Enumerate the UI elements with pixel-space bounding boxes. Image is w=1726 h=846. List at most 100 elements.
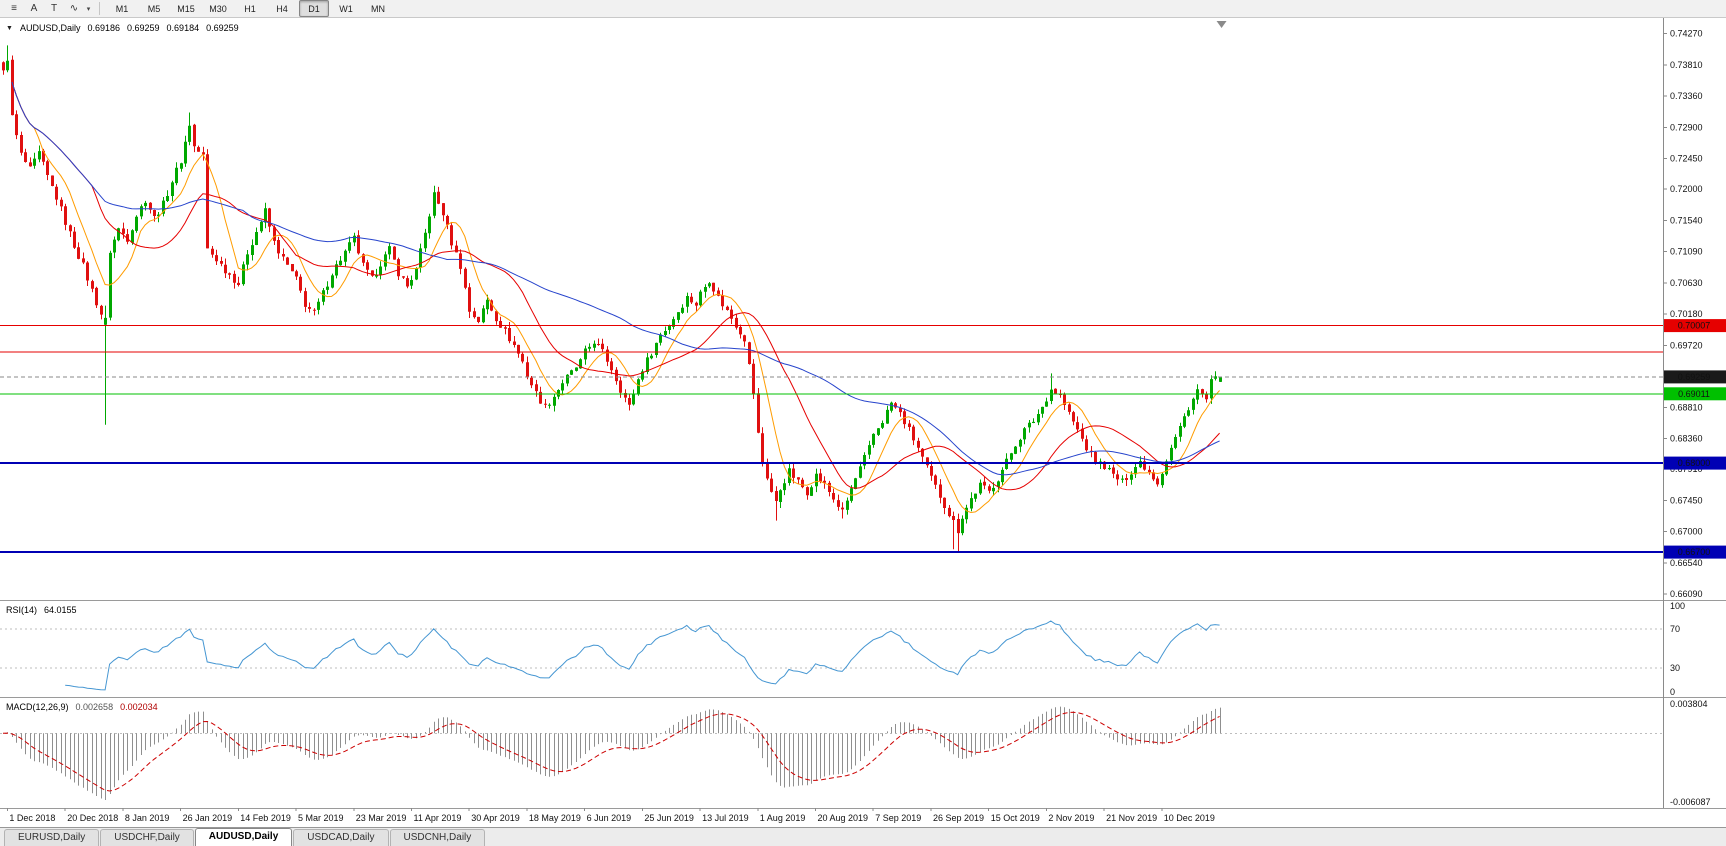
- date-label: 26 Sep 2019: [933, 813, 984, 823]
- ma-mid-line: [11, 81, 1220, 491]
- macd-axis-labels: 0.003804 -0.006087: [1670, 699, 1711, 807]
- date-label: 15 Oct 2019: [991, 813, 1040, 823]
- timeframe-d1[interactable]: D1: [299, 0, 329, 17]
- rsi-axis-label: 0: [1670, 687, 1675, 697]
- chart-title: ▼ AUDUSD,Daily 0.69186 0.69259 0.69184 0…: [6, 23, 239, 33]
- rsi-axis-label: 70: [1670, 624, 1680, 634]
- macd-main-value: 0.002658: [75, 702, 114, 712]
- date-label: 7 Sep 2019: [875, 813, 921, 823]
- price-axis-label: 0.71090: [1670, 247, 1703, 257]
- support-line-blue-1-tag-bg: [1664, 456, 1726, 470]
- date-label: 20 Aug 2019: [818, 813, 869, 823]
- tab-usdchf-daily[interactable]: USDCHF,Daily: [100, 829, 194, 846]
- price-axis-label: 0.72450: [1670, 153, 1703, 163]
- date-label: 21 Nov 2019: [1106, 813, 1157, 823]
- support-line-blue-2-tag-text: 0.66700: [1678, 547, 1711, 557]
- price-axis-label: 0.69720: [1670, 340, 1703, 350]
- support-line-green-tag-bg: [1664, 387, 1726, 401]
- tools-dropdown-chevron[interactable]: ▾: [86, 5, 91, 13]
- resistance-line-upper-tag: 0.70007: [1664, 319, 1726, 333]
- timeframe-w1[interactable]: W1: [339, 3, 353, 14]
- bid-price-tag-bg: [1664, 370, 1726, 384]
- bid-price-tag: 0.69259: [1664, 370, 1726, 384]
- timeframe-mn[interactable]: MN: [371, 3, 385, 14]
- rsi-header: RSI(14) 64.0155: [6, 605, 77, 615]
- support-line-green-tag: 0.69011: [1664, 387, 1726, 401]
- date-label: 20 Dec 2018: [67, 813, 118, 823]
- rsi-axis-labels: 100 70 30 0: [1670, 601, 1685, 697]
- down-candle-bodies: [2, 59, 1208, 534]
- ohlc-open: 0.69186: [87, 23, 120, 33]
- ohlc-close: 0.69259: [206, 23, 239, 33]
- price-axis-label: 0.67450: [1670, 496, 1703, 506]
- chart-window[interactable]: 0.74270 0.73810 0.73360 0.72900 0.72450 0.720…: [0, 18, 1726, 827]
- date-label: 23 Mar 2019: [356, 813, 407, 823]
- rsi-value: 64.0155: [44, 605, 77, 615]
- tab-eurusd-daily[interactable]: EURUSD,Daily: [4, 829, 100, 846]
- toolbar: ≡ A T ∿ ▾ M1 M5 M15 M30 H1 H4 D1 W1 MN: [0, 0, 1726, 18]
- ma-slow-line: [11, 81, 1220, 476]
- date-axis: 1 Dec 2018 20 Dec 2018 8 Jan 2019 26 Jan 20…: [6, 808, 1215, 823]
- text-a-button[interactable]: A: [30, 3, 38, 14]
- macd-signal-value: 0.002034: [120, 702, 158, 712]
- tab-usdcad-daily[interactable]: USDCAD,Daily: [293, 829, 389, 846]
- date-label: 8 Jan 2019: [125, 813, 170, 823]
- price-axis-label: 0.73810: [1670, 60, 1703, 70]
- tab-audusd-daily[interactable]: AUDUSD,Daily: [194, 828, 293, 846]
- chart-tabs: EURUSD,Daily USDCHF,Daily AUDUSD,Daily USDC…: [0, 827, 1726, 846]
- date-label: 2 Nov 2019: [1048, 813, 1094, 823]
- timeframe-m15[interactable]: M15: [177, 3, 195, 14]
- ma-fast-line: [11, 81, 1220, 514]
- date-label: 25 Jun 2019: [644, 813, 694, 823]
- price-axis-labels: 0.74270 0.73810 0.73360 0.72900 0.72450 0.720…: [1663, 29, 1703, 599]
- price-axis-label: 0.67000: [1670, 527, 1703, 537]
- price-axis-label: 0.70180: [1670, 309, 1703, 319]
- date-label: 14 Feb 2019: [240, 813, 291, 823]
- resistance-line-upper-tag-bg: [1664, 319, 1726, 333]
- macd-axis-min: -0.006087: [1670, 797, 1711, 807]
- rsi-axis-label: 100: [1670, 601, 1685, 611]
- rsi-axis-label: 30: [1670, 663, 1680, 673]
- macd-axis-max: 0.003804: [1670, 699, 1708, 709]
- date-label: 13 Jul 2019: [702, 813, 749, 823]
- date-label: 26 Jan 2019: [183, 813, 233, 823]
- price-axis-label: 0.68810: [1670, 403, 1703, 413]
- polyline-tool-button[interactable]: ∿: [69, 3, 79, 14]
- macd-header: MACD(12,26,9) 0.002658 0.002034: [6, 702, 158, 712]
- line-studies-group: ≡ A T ∿ ▾: [4, 1, 93, 16]
- up-candle-wicks: [7, 45, 1221, 536]
- chart-canvas[interactable]: 0.74270 0.73810 0.73360 0.72900 0.72450 0.720…: [0, 18, 1726, 827]
- timeframe-m1[interactable]: M1: [115, 3, 129, 14]
- chart-dropdown-icon[interactable]: ▼: [6, 24, 13, 32]
- date-label: 5 Mar 2019: [298, 813, 344, 823]
- timeframe-m30[interactable]: M30: [209, 3, 227, 14]
- price-axis-label: 0.66090: [1670, 589, 1703, 599]
- price-axis-label: 0.66540: [1670, 558, 1703, 568]
- price-axis-label: 0.68360: [1670, 433, 1703, 443]
- toolbar-separator: [99, 2, 100, 15]
- support-line-green-tag-text: 0.69011: [1678, 389, 1710, 399]
- ohlc-low: 0.69184: [166, 23, 200, 33]
- support-line-blue-1-tag: 0.68000: [1664, 456, 1726, 470]
- price-axis-label: 0.74270: [1670, 29, 1703, 39]
- price-axis-label: 0.72000: [1670, 184, 1703, 194]
- date-label: 18 May 2019: [529, 813, 581, 823]
- bid-price-tag-text: 0.69259: [1678, 372, 1711, 382]
- chart-symbol-label: AUDUSD,Daily: [19, 23, 81, 33]
- resistance-line-upper-tag-text: 0.70007: [1678, 321, 1711, 331]
- ohlc-high: 0.69259: [127, 23, 160, 33]
- macd-signal-line: [2, 711, 1220, 792]
- timeframe-h1[interactable]: H1: [244, 3, 256, 14]
- tab-usdcnh-daily[interactable]: USDCNH,Daily: [389, 829, 486, 846]
- bar-shift-marker[interactable]: [1216, 21, 1227, 28]
- date-label: 30 Apr 2019: [471, 813, 520, 823]
- timeframe-h4[interactable]: H4: [276, 3, 288, 14]
- date-label: 10 Dec 2019: [1164, 813, 1215, 823]
- timeframe-m5[interactable]: M5: [147, 3, 161, 14]
- price-axis-label: 0.71540: [1670, 216, 1703, 226]
- text-t-button[interactable]: T: [50, 3, 58, 14]
- date-label: 1 Dec 2018: [9, 813, 55, 823]
- price-axis-label: 0.72900: [1670, 123, 1703, 133]
- cursor-lines-icon[interactable]: ≡: [11, 3, 17, 14]
- rsi-label: RSI(14): [6, 605, 38, 615]
